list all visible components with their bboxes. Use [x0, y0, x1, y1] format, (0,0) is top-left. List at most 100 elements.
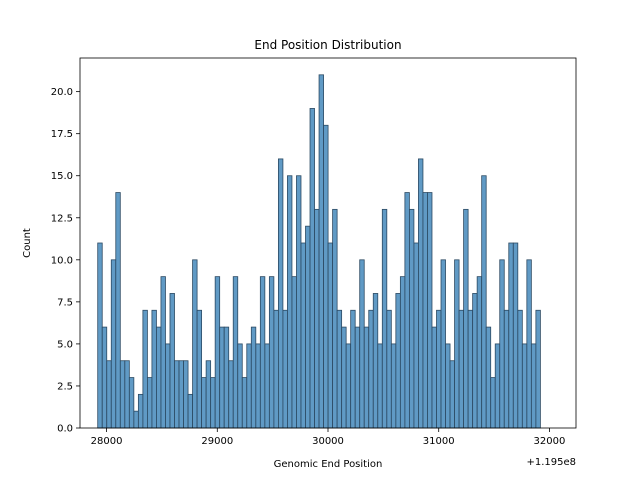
- histogram-bar: [259, 276, 266, 429]
- histogram-bar: [183, 360, 189, 429]
- histogram-bar: [332, 208, 338, 429]
- histogram-bar: [101, 326, 108, 429]
- histogram-bar: [97, 242, 103, 429]
- y-tick-label: 2.5: [57, 381, 73, 392]
- histogram-bar: [517, 309, 523, 429]
- histogram-bar: [169, 293, 175, 429]
- histogram-bar: [530, 343, 537, 429]
- histogram-bar: [418, 158, 424, 429]
- histogram-bar: [359, 259, 365, 429]
- histogram-bar: [250, 326, 257, 429]
- histogram-bar: [404, 192, 410, 429]
- histogram-bar: [467, 309, 474, 429]
- histogram-bar: [445, 343, 451, 429]
- histogram-bar: [151, 309, 157, 429]
- histogram-bar: [472, 293, 478, 429]
- histogram-bar: [110, 259, 117, 429]
- histogram-bar: [237, 343, 243, 429]
- histogram-bar: [368, 309, 374, 429]
- histogram-bar: [165, 343, 171, 429]
- histogram-bar: [499, 259, 505, 429]
- histogram-bar: [219, 326, 225, 429]
- histogram-bar: [228, 360, 234, 429]
- chart-title: End Position Distribution: [254, 38, 401, 52]
- histogram-bar: [526, 259, 532, 429]
- histogram-bar: [395, 293, 401, 429]
- histogram-bar: [508, 242, 514, 429]
- y-tick-label: 10.0: [51, 255, 73, 266]
- histogram-bar: [142, 309, 148, 429]
- y-tick-label: 12.5: [51, 213, 73, 224]
- histogram-bar: [436, 309, 442, 429]
- histogram-bar: [178, 360, 184, 429]
- histogram-bar: [268, 276, 275, 429]
- histogram-bar: [350, 309, 356, 429]
- histogram-bar: [119, 360, 126, 429]
- histogram-bar: [427, 192, 433, 429]
- y-axis-ticks: 0.0 2.5 5.0 7.5 10.0 12.5 15.0 17.5 20.0: [51, 87, 80, 435]
- histogram-bar: [413, 242, 419, 429]
- x-tick-label: 28000: [91, 436, 123, 447]
- histogram-bar: [535, 309, 541, 429]
- x-axis-offset-label: +1.195e8: [526, 457, 576, 468]
- histogram-bar: [309, 108, 315, 429]
- histogram-bar: [160, 276, 166, 429]
- histogram-bar: [277, 158, 284, 429]
- histogram-bar: [128, 377, 135, 429]
- x-tick-label: 31000: [423, 436, 455, 447]
- histogram-bar: [463, 208, 469, 429]
- histogram-bar: [408, 208, 415, 429]
- x-tick-label: 30000: [312, 436, 344, 447]
- y-tick-label: 5.0: [57, 339, 73, 350]
- histogram-bar: [454, 259, 460, 429]
- histogram-bar: [201, 377, 207, 429]
- y-tick-label: 20.0: [51, 87, 73, 98]
- histogram-bar: [147, 377, 153, 429]
- histogram-bar: [481, 175, 487, 429]
- histogram-bar: [246, 343, 252, 429]
- histogram-bar: [490, 377, 496, 429]
- x-axis-ticks: 28000 29000 30000 31000 32000: [91, 428, 565, 447]
- histogram-bar: [354, 326, 361, 429]
- histogram-bar: [187, 393, 193, 429]
- histogram-bar: [381, 208, 388, 429]
- histogram-bar: [323, 124, 329, 429]
- histogram-bar: [431, 326, 437, 429]
- histogram-bar: [476, 276, 483, 429]
- histogram-bar: [399, 276, 406, 429]
- x-axis-label: Genomic End Position: [274, 459, 383, 470]
- histogram-bar: [363, 326, 370, 429]
- histogram-bar: [390, 343, 397, 429]
- histogram-bar: [255, 343, 261, 429]
- histogram-bar: [156, 326, 162, 429]
- histogram-bar: [223, 326, 230, 429]
- histogram-bar: [205, 360, 212, 429]
- x-tick-label: 29000: [201, 436, 233, 447]
- histogram-bar: [232, 276, 239, 429]
- histogram-bar: [273, 309, 279, 429]
- histogram-bar: [214, 276, 221, 429]
- histogram-bar: [106, 360, 112, 429]
- y-tick-label: 7.5: [57, 297, 73, 308]
- histogram-bar: [264, 343, 270, 429]
- histogram-bar: [287, 175, 293, 429]
- y-tick-label: 17.5: [51, 129, 73, 140]
- histogram-bar: [449, 360, 455, 429]
- histogram-bar: [512, 242, 519, 429]
- histogram-bar: [124, 360, 130, 429]
- histogram-bar: [241, 377, 248, 429]
- histogram-bar: [314, 208, 320, 429]
- histogram-bar: [291, 276, 297, 429]
- histogram-bar: [485, 326, 492, 429]
- histogram-bar: [345, 343, 352, 429]
- histogram-bar: [296, 175, 302, 429]
- bars-group: [97, 74, 541, 429]
- histogram-bar: [192, 259, 198, 429]
- histogram-bar: [503, 309, 510, 429]
- histogram-bar: [137, 393, 144, 429]
- histogram-bar: [336, 309, 343, 429]
- histogram-bar: [305, 225, 311, 429]
- histogram-bar: [386, 309, 392, 429]
- histogram-bar: [115, 192, 121, 429]
- plot-frame: [79, 57, 577, 429]
